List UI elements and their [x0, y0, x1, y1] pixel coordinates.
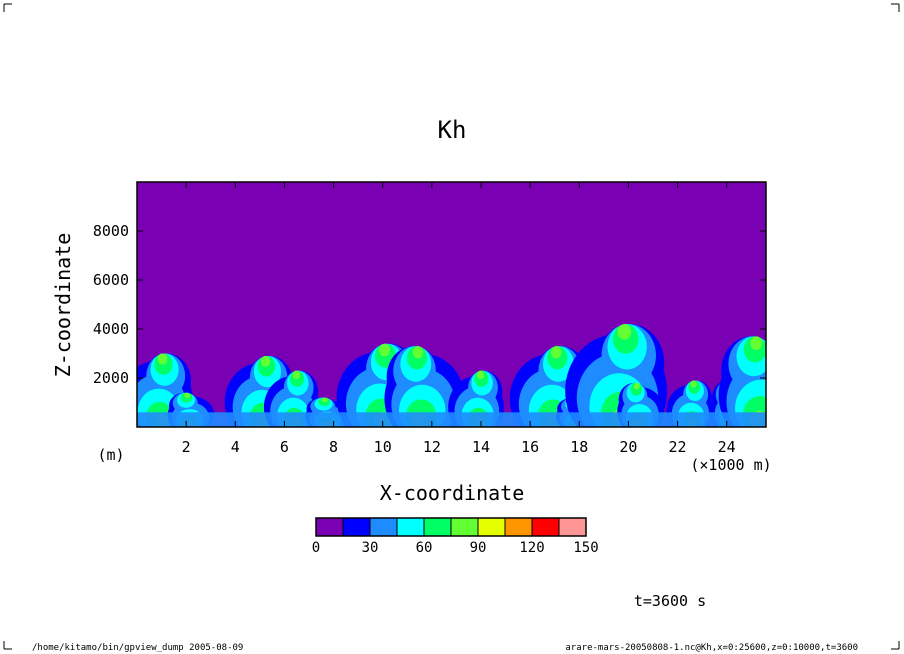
y-unit-label: (m) [97, 446, 124, 464]
colorbar-swatch [504, 517, 533, 537]
colorbar-swatch [531, 517, 560, 537]
plume-band [633, 382, 641, 390]
plume-band [750, 336, 763, 351]
plume-band [321, 397, 328, 403]
plume-layer [137, 324, 766, 427]
colorbar-swatch [477, 517, 506, 537]
plume-band [157, 353, 168, 365]
x-axis-label: X-coordinate [380, 481, 525, 505]
colorbar-tick-label: 90 [470, 540, 487, 556]
x-tick-label: 22 [669, 438, 687, 456]
plume-band [292, 370, 301, 380]
colorbar-swatch [369, 517, 398, 537]
x-tick-label: 24 [718, 438, 736, 456]
y-tick-label: 2000 [93, 369, 129, 387]
x-tick-label: 4 [231, 438, 240, 456]
x-tick-label: 16 [521, 438, 539, 456]
plume-band [476, 370, 485, 380]
plume-band [260, 355, 271, 367]
y-axis-label: Z-coordinate [51, 233, 75, 378]
x-axis-ticks: 2 4 6 8 10 12 14 16 18 20 22 24 [182, 182, 736, 456]
x-tick-label: 10 [374, 438, 392, 456]
surface-layer [137, 412, 766, 427]
colorbar-swatch [396, 517, 425, 537]
plume-band [412, 346, 424, 359]
x-tick-label: 12 [423, 438, 441, 456]
time-label: t=3600 s [634, 592, 706, 610]
plume-band [184, 392, 191, 398]
colorbar-swatch [423, 517, 452, 537]
plume-band [550, 346, 562, 359]
plot-area [137, 182, 766, 427]
plume [718, 336, 766, 427]
colorbar-swatch [342, 517, 371, 537]
x-tick-label: 20 [619, 438, 637, 456]
plume-band [690, 380, 697, 388]
plume-band [378, 343, 390, 357]
footer-right-text: arare-mars-20050808-1.nc@Kh,x=0:25600,z=… [565, 643, 858, 653]
corner-marks [3, 3, 900, 650]
colorbar-tick-label: 60 [416, 540, 433, 556]
colorbar-swatch [315, 517, 344, 537]
x-tick-label: 6 [280, 438, 289, 456]
x-tick-label: 18 [570, 438, 588, 456]
x-tick-label: 2 [182, 438, 191, 456]
colorbar: 0 30 60 90 120 150 [312, 517, 599, 556]
x-unit-label: (×1000 m) [690, 456, 771, 474]
chart-title: Kh [438, 116, 467, 144]
colorbar-tick-label: 30 [362, 540, 379, 556]
y-tick-label: 6000 [93, 271, 129, 289]
colorbar-frame [315, 517, 587, 537]
plume-band [617, 324, 632, 340]
y-tick-label: 4000 [93, 320, 129, 338]
y-tick-label: 8000 [93, 222, 129, 240]
x-tick-label: 8 [329, 438, 338, 456]
colorbar-swatch [450, 517, 479, 537]
colorbar-tick-label: 120 [519, 540, 544, 556]
colorbar-tick-label: 150 [573, 540, 598, 556]
footer-left-text: /home/kitamo/bin/gpview_dump 2005-08-09 [32, 643, 243, 653]
x-tick-label: 14 [472, 438, 490, 456]
y-axis-ticks: 2000 4000 6000 8000 [93, 222, 766, 387]
colorbar-swatch [558, 517, 587, 537]
plot-frame [136, 181, 767, 428]
colorbar-tick-label: 0 [312, 540, 320, 556]
